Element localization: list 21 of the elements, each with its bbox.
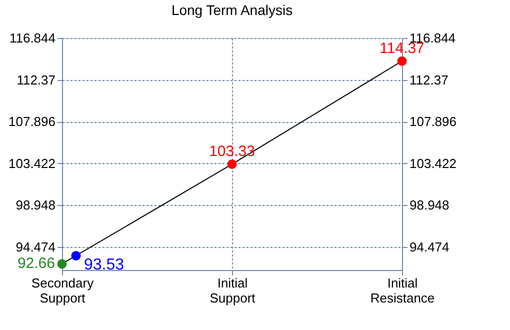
y2-tick-label: 94.474	[410, 239, 450, 254]
data-label: 103.33	[209, 143, 255, 160]
y-tick-label: 94.474	[16, 239, 56, 254]
y2-tick-label: 98.948	[410, 198, 450, 213]
point	[397, 56, 407, 66]
chart-title: Long Term Analysis	[171, 2, 293, 18]
y-tick-label: 103.422	[8, 156, 56, 171]
y-tick-label: 116.844	[9, 30, 56, 46]
y2-tick-label: 107.896	[410, 114, 456, 130]
data-label: 93.53	[84, 256, 124, 274]
y-tick-label: 98.948	[16, 198, 56, 213]
point	[227, 159, 237, 169]
y2-tick-label: 112.37	[410, 72, 448, 88]
data-label: 92.66	[17, 254, 55, 272]
y2-tick-label: 103.422	[410, 156, 456, 171]
x-tick-label: Initial Resistance	[370, 276, 435, 306]
y-tick-label: 112.37	[16, 72, 56, 88]
x-tick-label: Initial Support	[210, 276, 256, 306]
point	[57, 259, 67, 269]
y-tick-label: 107.896	[8, 114, 56, 130]
x-tick-label: Secondary Support	[31, 276, 94, 306]
